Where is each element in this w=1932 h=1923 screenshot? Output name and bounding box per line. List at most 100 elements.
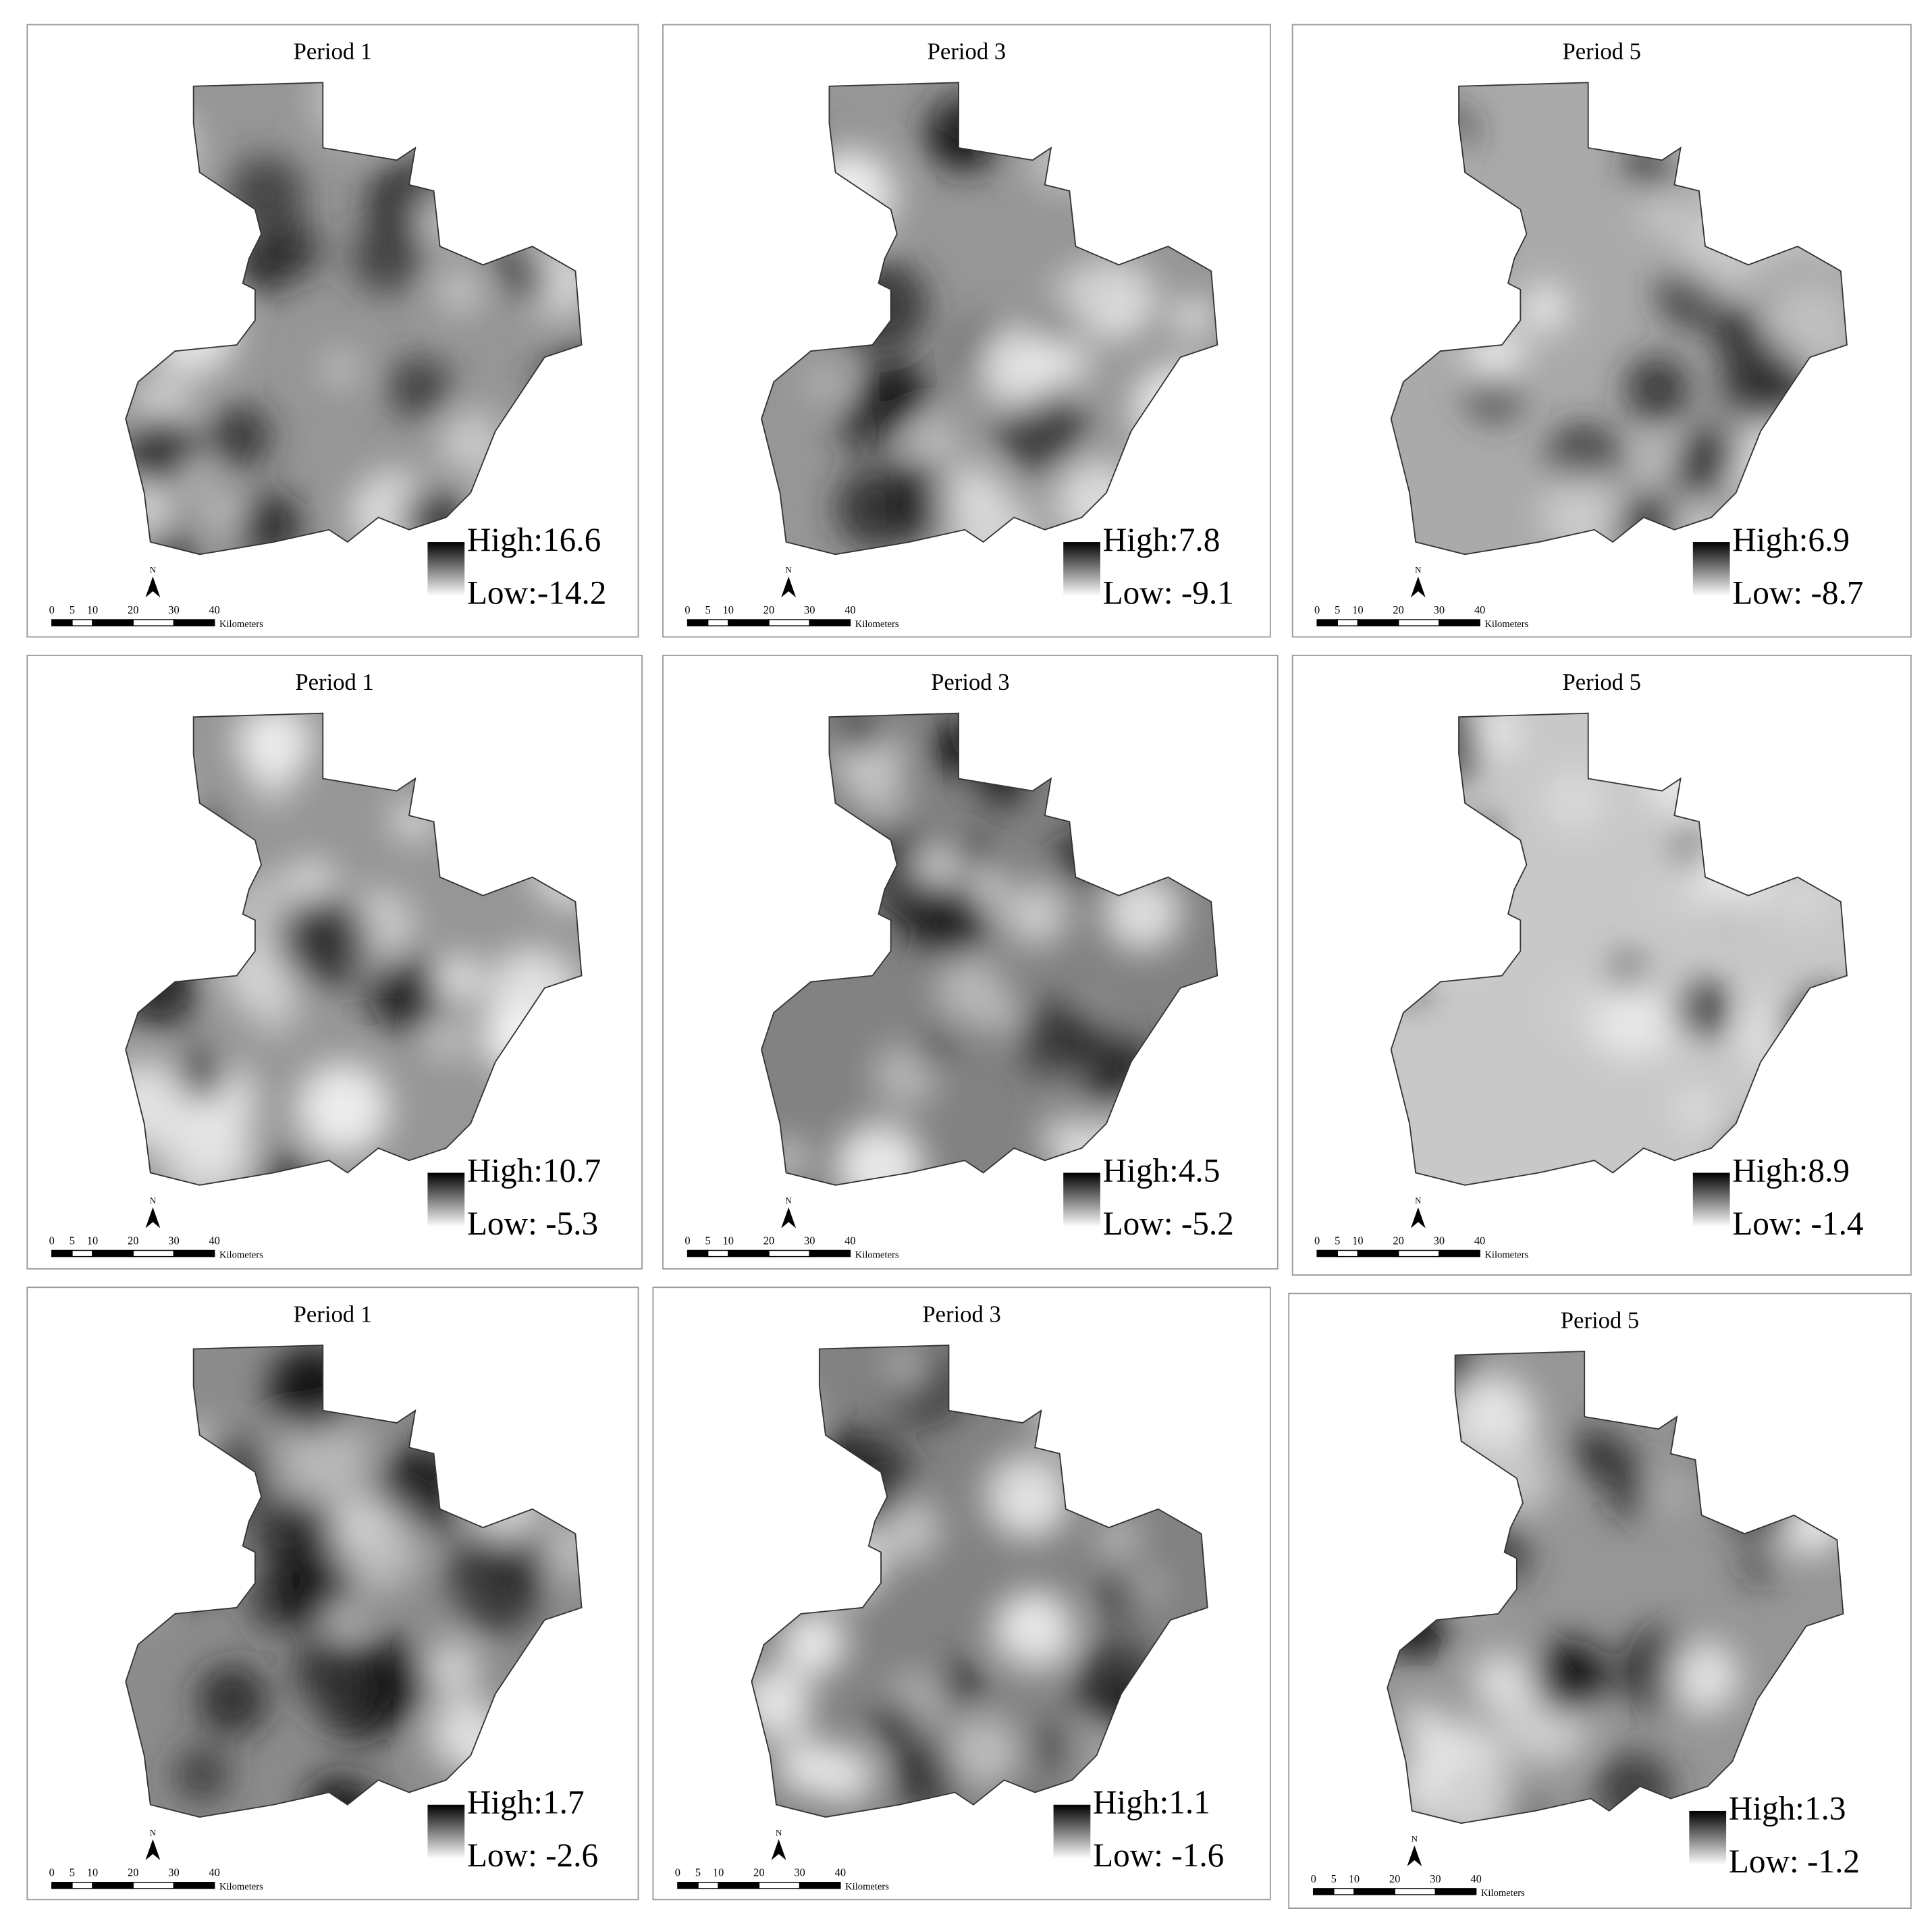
- scale-tick: 30: [168, 1866, 179, 1879]
- legend-low: Low: -1.2: [1729, 1843, 1860, 1880]
- scale-segment: [173, 1882, 215, 1889]
- scale-tick: 20: [763, 1234, 774, 1247]
- scale-tick: 10: [1352, 603, 1363, 616]
- scale-tick: 30: [1434, 603, 1445, 616]
- scale-unit: Kilometers: [219, 619, 263, 630]
- legend-high: High:16.6: [467, 521, 601, 558]
- scale-segment: [72, 619, 93, 626]
- scale-tick: 10: [723, 603, 734, 616]
- scale-segment: [809, 1249, 851, 1257]
- scale-segment: [173, 1249, 215, 1257]
- north-arrow: [145, 576, 161, 598]
- map-panel: Period 3 High:7.8 Low: -9.1 N 0 5 10 20 30 40Kilo…: [662, 24, 1271, 638]
- map-panel: Period 5 High:1.3 Low: -1.2 N 0 5 10 20 30 40Kilo…: [1288, 1293, 1912, 1910]
- map-panel: Period 1 High:1.7 Low: -2.6 N 0 5 10 20 30 40Kilo…: [26, 1286, 639, 1901]
- scale-segment: [1337, 1249, 1359, 1257]
- scale-tick: 40: [844, 1234, 855, 1247]
- north-arrow: [145, 1839, 161, 1860]
- scale-segment: [51, 1249, 73, 1257]
- scale-tick: 0: [675, 1866, 680, 1879]
- map-outline: [1390, 712, 1848, 1186]
- scale-segment: [1357, 1249, 1399, 1257]
- scale-tick: 10: [713, 1866, 724, 1879]
- legend-ramp: [1692, 542, 1730, 597]
- scale-segment: [768, 619, 810, 626]
- legend-high: High:4.5: [1103, 1152, 1220, 1189]
- scale-segment: [728, 1249, 770, 1257]
- legend-low: Low: -1.4: [1732, 1205, 1863, 1242]
- map-panel: Period 3 High:4.5 Low: -5.2 N 0 5 10 20 30 40Kilo…: [662, 655, 1279, 1270]
- scale-tick: 40: [209, 1866, 219, 1879]
- map-panel: Period 5 High:8.9 Low: -1.4 N 0 5 10 20 30 40 Kilo…: [1291, 655, 1912, 1276]
- scale-segment: [51, 1882, 73, 1889]
- scale-segment: [707, 1249, 729, 1257]
- scale-tick: 40: [209, 1234, 219, 1247]
- scale-segment: [707, 619, 729, 626]
- scale-tick: 30: [1434, 1234, 1445, 1247]
- legend-low: Low: -2.6: [467, 1837, 598, 1874]
- scale-tick: 5: [1335, 1234, 1340, 1247]
- scale-tick: 0: [1311, 1872, 1316, 1885]
- scale-tick: 30: [804, 603, 815, 616]
- legend-ramp: [1053, 1804, 1091, 1860]
- scale-segment: [1337, 619, 1359, 626]
- scale-segment: [132, 1249, 175, 1257]
- map-panel: Period 5 High:6.9 Low: -8.7 N 0 5 10 20 30 40 Kilo…: [1291, 24, 1912, 638]
- legend-high: High:8.9: [1732, 1152, 1850, 1189]
- scale-tick: 5: [70, 1234, 75, 1247]
- north-arrow: [781, 576, 797, 598]
- scale-segment: [51, 619, 73, 626]
- scale-segment: [697, 1882, 719, 1889]
- scale-segment: [72, 1249, 93, 1257]
- scale-tick: 30: [168, 603, 179, 616]
- map-panel: Period 1 High:10.7 Low: -5.3 N 0 5 10 20 30 40Kil…: [26, 655, 643, 1270]
- map-outline: [125, 712, 583, 1186]
- legend-high: High:10.7: [467, 1152, 601, 1189]
- north-label: N: [786, 1196, 792, 1206]
- legend-ramp: [1063, 1172, 1100, 1227]
- scale-tick: 5: [70, 603, 75, 616]
- map-region: [1391, 713, 1847, 1185]
- scale-segment: [768, 1249, 810, 1257]
- scale-segment: [1357, 619, 1399, 626]
- legend-low: Low: -5.2: [1103, 1205, 1234, 1242]
- north-arrow: [781, 1207, 797, 1228]
- panel-title: Period 3: [931, 670, 1009, 695]
- scale-segment: [92, 1249, 134, 1257]
- scale-segment: [809, 619, 851, 626]
- legend-high: High:1.3: [1729, 1790, 1846, 1827]
- scale-tick: 10: [1352, 1234, 1363, 1247]
- north-arrow: [145, 1207, 161, 1228]
- panel-title: Period 3: [922, 1301, 1000, 1327]
- scale-tick: 0: [49, 1866, 55, 1879]
- scale-segment: [92, 1882, 134, 1889]
- legend-ramp: [427, 1804, 465, 1860]
- scale-tick: 5: [70, 1866, 75, 1879]
- north-label: N: [1412, 1835, 1418, 1844]
- scale-unit: Kilometers: [1484, 619, 1528, 630]
- scale-tick: 40: [1470, 1872, 1481, 1885]
- scale-segment: [677, 1882, 699, 1889]
- legend-high: High:1.1: [1093, 1784, 1210, 1821]
- scale-tick: 0: [685, 603, 690, 616]
- scale-segment: [132, 619, 175, 626]
- scale-tick: 40: [844, 603, 855, 616]
- map-outline: [761, 82, 1218, 556]
- scale-segment: [758, 1882, 801, 1889]
- north-label: N: [1415, 1196, 1421, 1206]
- scale-tick: 40: [1474, 1234, 1485, 1247]
- scale-segment: [1394, 1888, 1437, 1895]
- map-outline: [125, 82, 583, 556]
- scale-tick: 20: [753, 1866, 764, 1879]
- north-arrow: [771, 1839, 786, 1860]
- scale-segment: [1439, 619, 1480, 626]
- scale-segment: [687, 1249, 709, 1257]
- map-outline: [1390, 82, 1848, 556]
- legend-low: Low: -5.3: [467, 1205, 598, 1242]
- scale-tick: 30: [1430, 1872, 1441, 1885]
- legend-ramp: [427, 1172, 465, 1227]
- scale-tick: 40: [835, 1866, 846, 1879]
- scale-tick: 10: [87, 1234, 98, 1247]
- legend-high: High:1.7: [467, 1784, 585, 1821]
